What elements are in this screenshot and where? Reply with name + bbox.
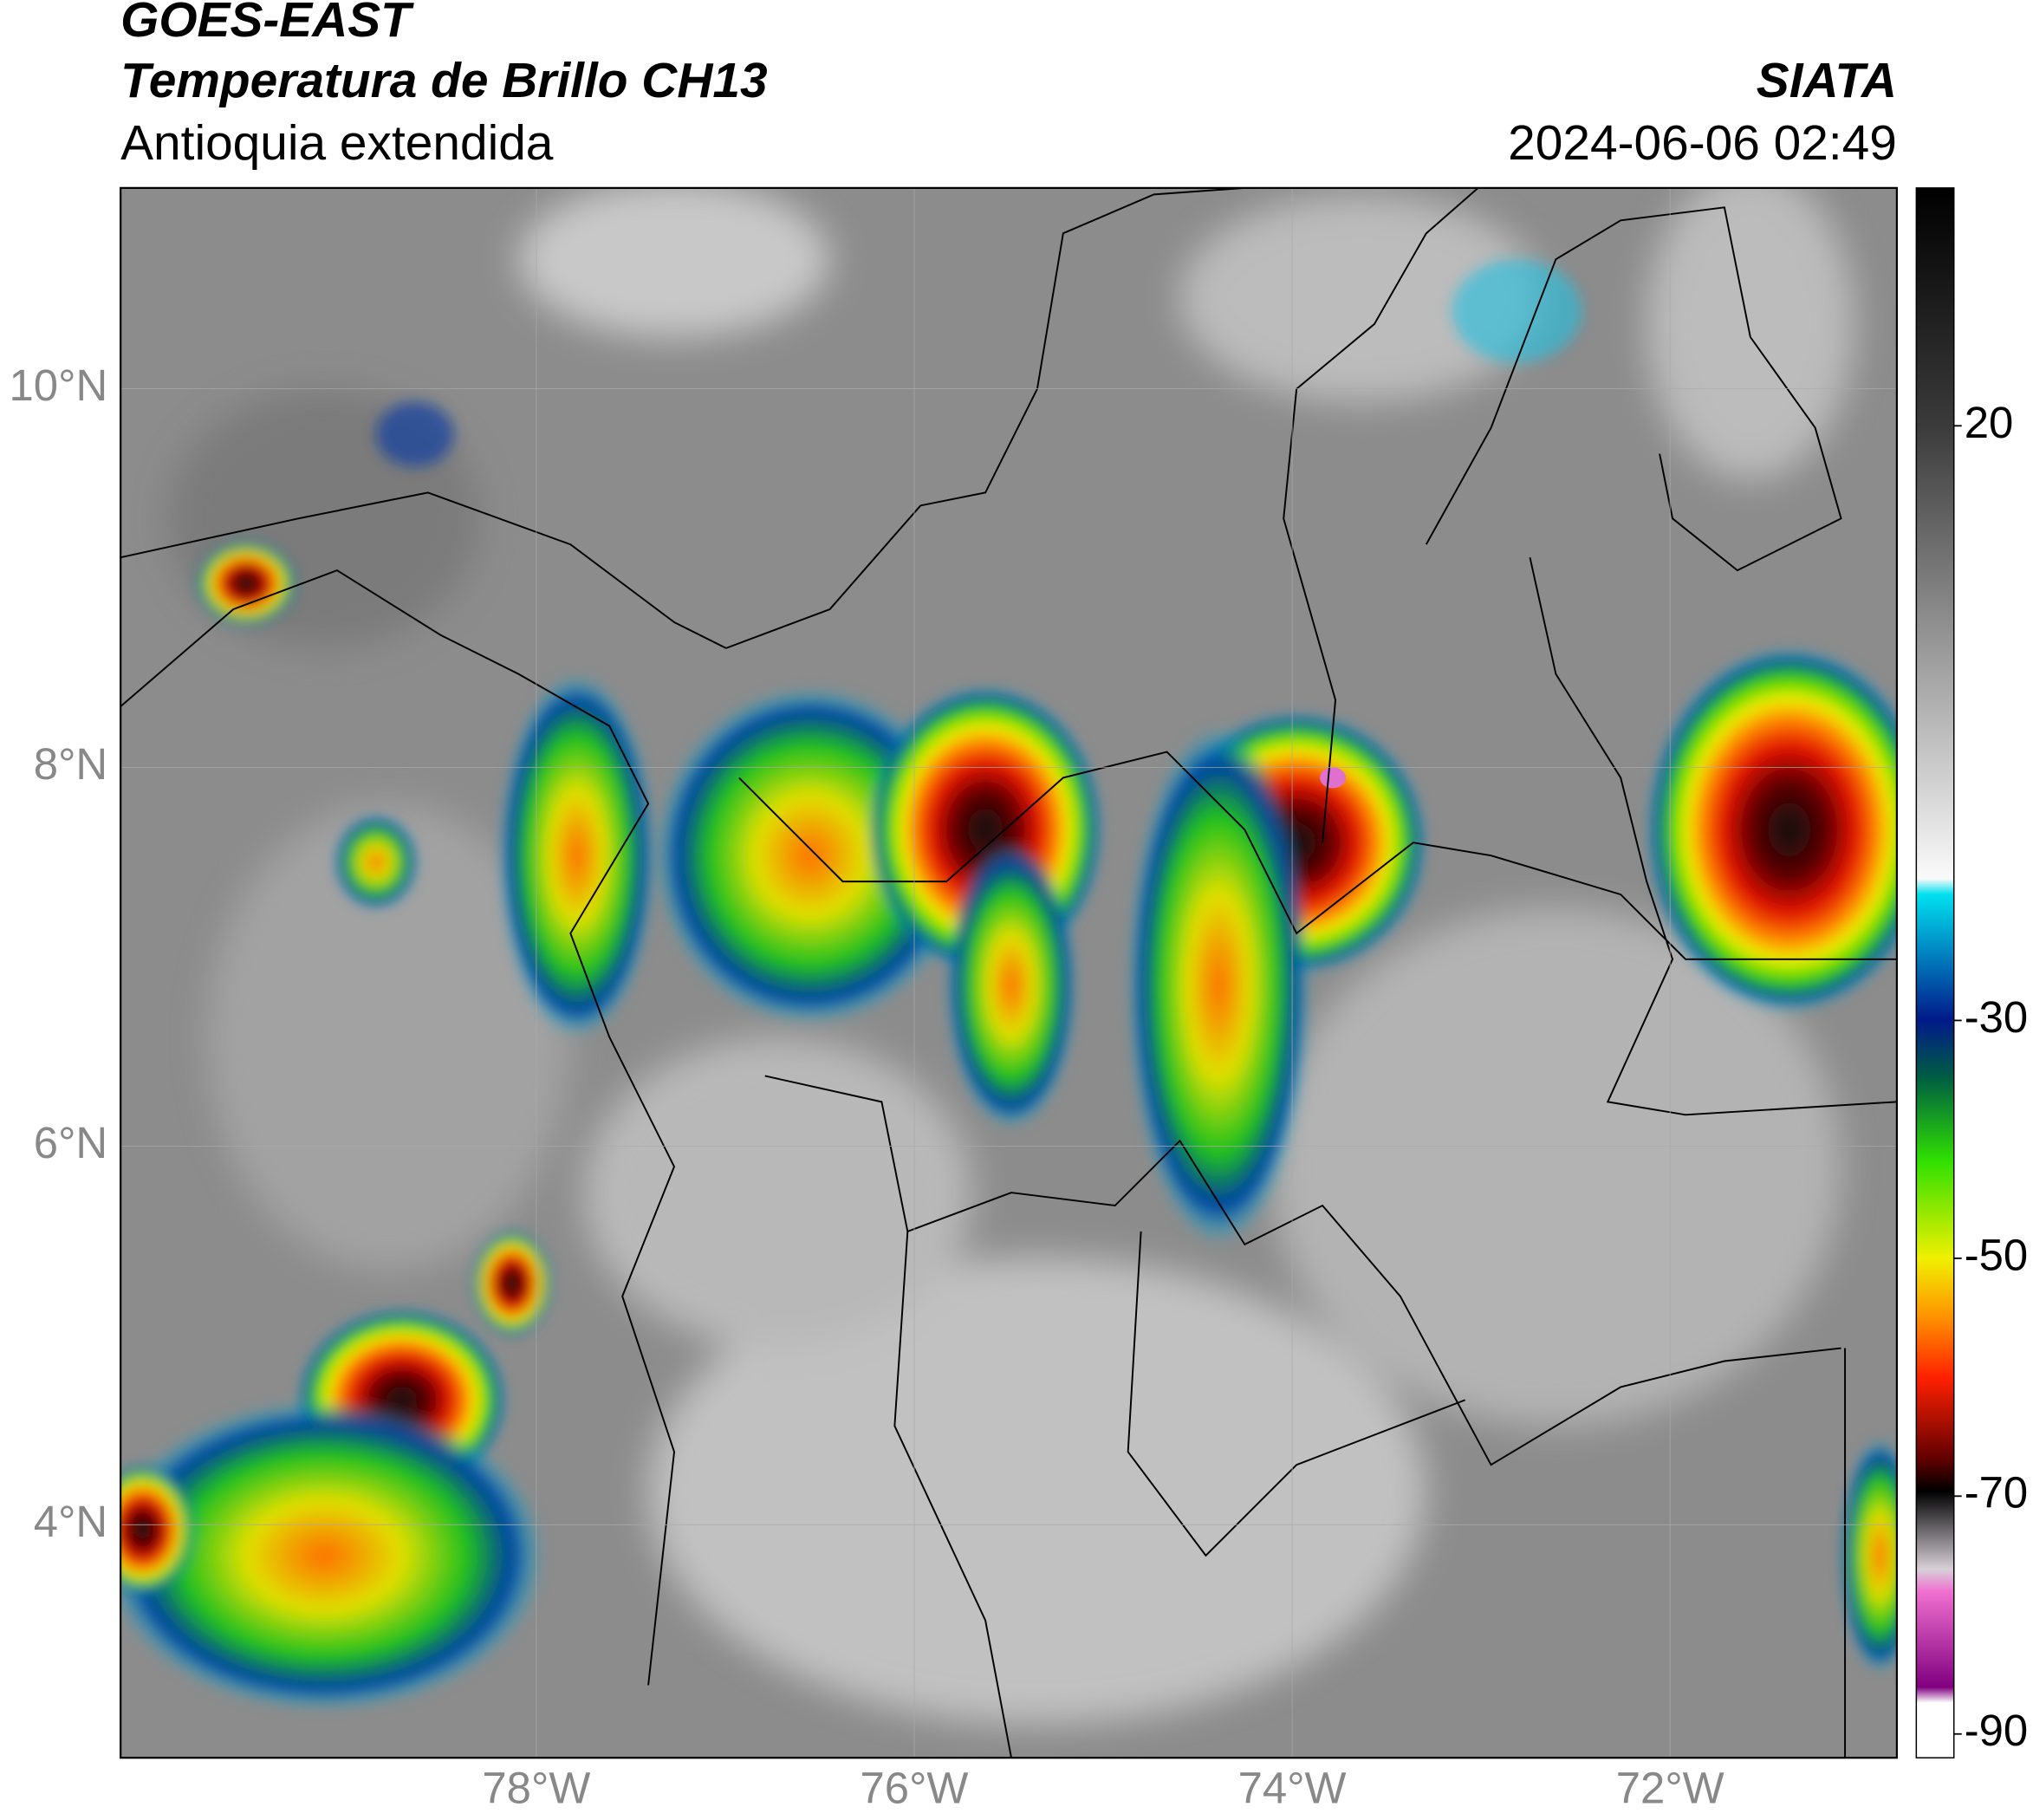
x-tick-label: 74°W: [1238, 1764, 1347, 1813]
map-frame: [120, 186, 1899, 1759]
satellite: GOES-EAST: [120, 0, 414, 48]
map-image: [120, 187, 1897, 1758]
colorbar-tick-label: 20: [1965, 398, 2014, 447]
product: Temperatura de Brillo CH13: [120, 54, 767, 108]
x-tick-label: 72°W: [1616, 1764, 1724, 1813]
grid: [120, 187, 1897, 1758]
y-tick-label: 6°N: [34, 1118, 107, 1167]
colorbar: [1915, 187, 1955, 1758]
colorbar-tick-label: -50: [1965, 1230, 2029, 1279]
colorbar-tick-label: -30: [1965, 992, 2029, 1042]
y-tick-label: 10°N: [10, 361, 108, 410]
datetime: 2024-06-06 02:49: [1508, 116, 1897, 171]
source: SIATA: [1757, 54, 1897, 108]
y-tick-label: 8°N: [34, 739, 107, 789]
region: Antioquia extendida: [120, 116, 554, 171]
y-tick-label: 4°N: [34, 1497, 107, 1546]
x-tick-label: 78°W: [482, 1764, 590, 1813]
colorbar-tick-label: -90: [1965, 1706, 2029, 1755]
x-tick-label: 76°W: [861, 1764, 969, 1813]
colorbar-tick-label: -70: [1965, 1468, 2029, 1518]
